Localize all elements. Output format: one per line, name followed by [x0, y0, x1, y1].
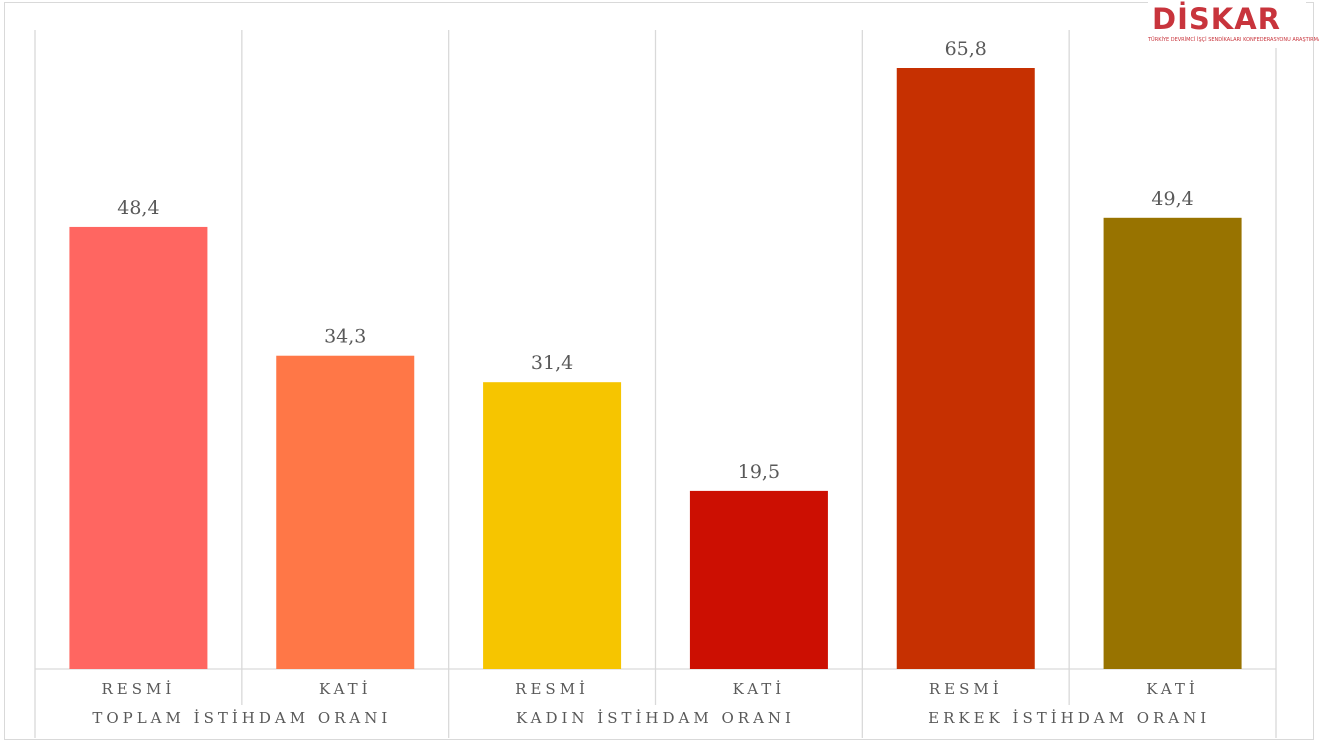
bar-3 — [483, 382, 622, 669]
data-label-5: 65,8 — [945, 38, 987, 60]
category-label-6: KATİ — [1146, 680, 1199, 698]
data-label-1: 48,4 — [117, 197, 159, 219]
data-label-4: 19,5 — [738, 461, 780, 483]
data-label-6: 49,4 — [1151, 188, 1193, 210]
category-label-4: KATİ — [733, 680, 786, 698]
bar-6 — [1103, 217, 1242, 669]
chart-frame — [4, 2, 1314, 740]
group-label-2: KADIN İSTİHDAM ORANI — [516, 709, 795, 727]
logo-wordmark: DİSKAR — [1152, 2, 1281, 36]
category-label-1: RESMİ — [102, 680, 176, 698]
logo-subtitle: TÜRKİYE DEVRİMCİ İŞÇİ SENDİKALARI KONFED… — [1148, 37, 1319, 43]
bar-4 — [689, 490, 828, 669]
bar-2 — [276, 355, 415, 669]
group-label-3: ERKEK İSTİHDAM ORANI — [928, 709, 1210, 727]
data-label-3: 31,4 — [531, 352, 573, 374]
category-label-2: KATİ — [319, 680, 372, 698]
group-label-1: TOPLAM İSTİHDAM ORANI — [92, 709, 391, 727]
category-label-5: RESMİ — [929, 680, 1003, 698]
bar-5 — [896, 68, 1035, 669]
diskar-logo: DİSKAR TÜRKİYE DEVRİMCİ İŞÇİ SENDİKALARI… — [1148, 2, 1319, 48]
category-label-3: RESMİ — [515, 680, 589, 698]
bar-1 — [69, 226, 208, 669]
data-label-2: 34,3 — [324, 326, 366, 348]
